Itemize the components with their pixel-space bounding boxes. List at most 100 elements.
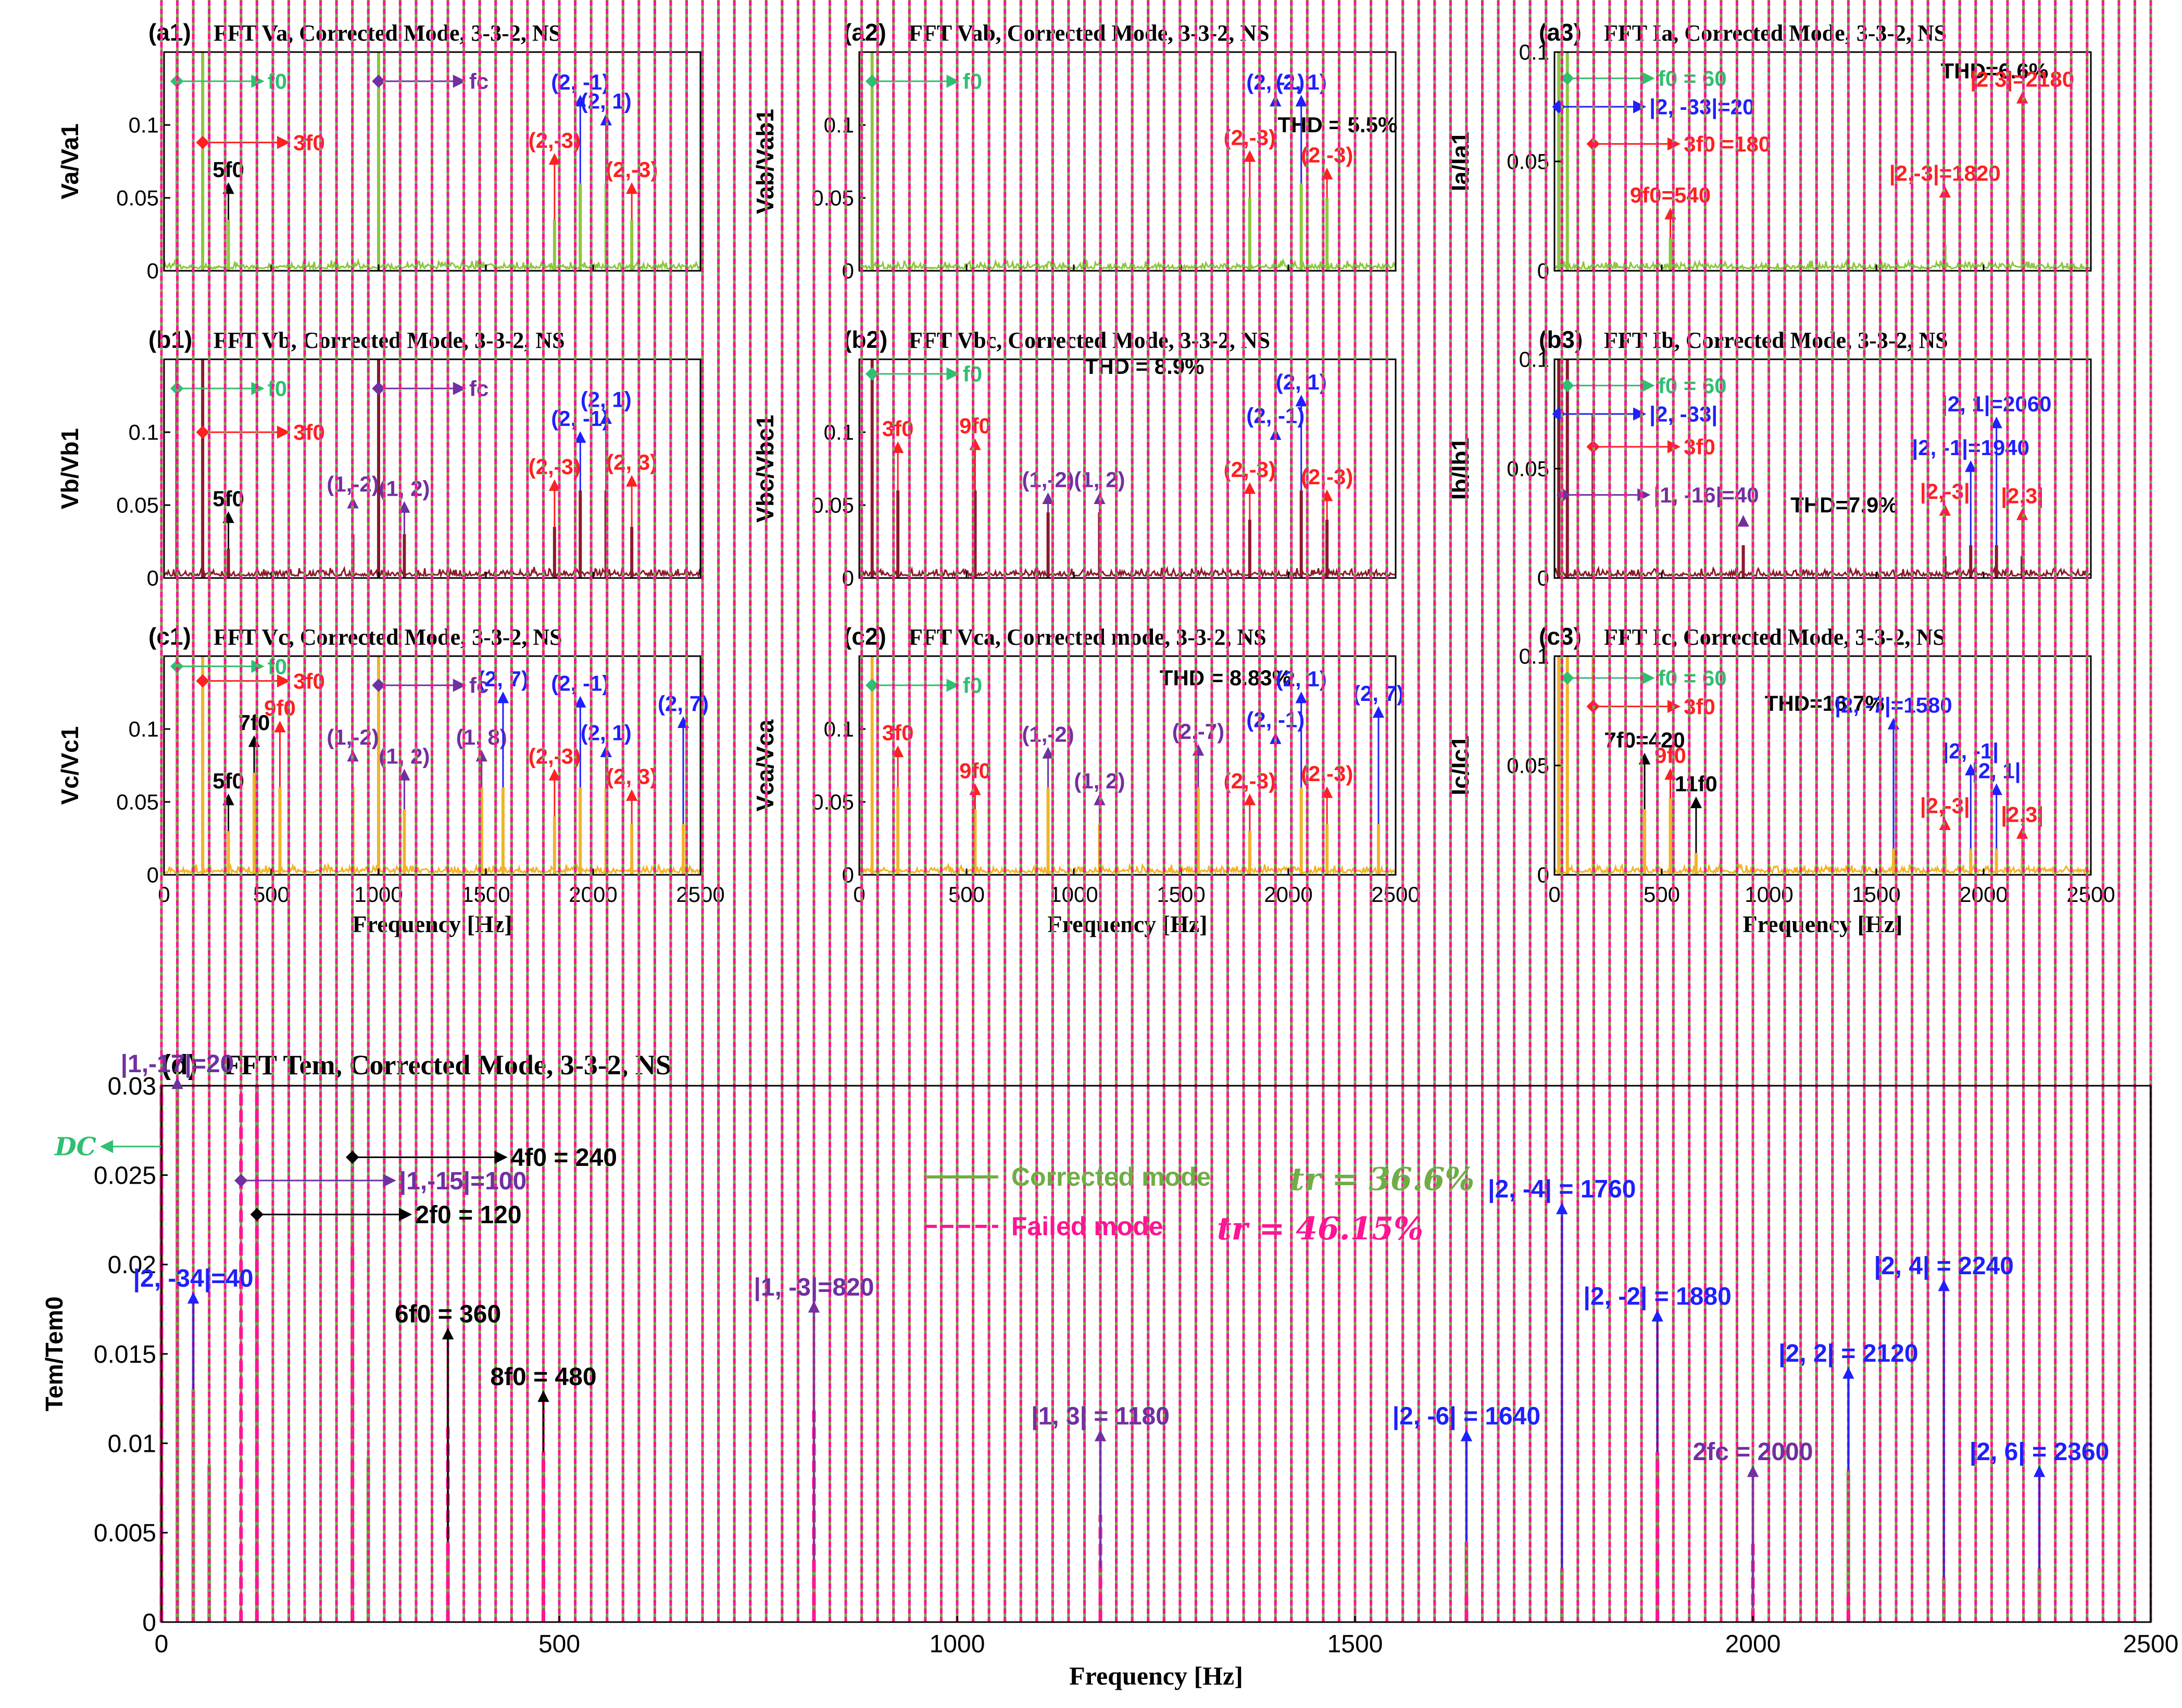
annotation-marker bbox=[372, 74, 385, 88]
panel-b2: (b2) FFT Vbc, Corrected Mode, 3-3-2, NS 0 0… bbox=[751, 326, 1397, 591]
y-tick-label: 0 bbox=[142, 1609, 156, 1637]
arrow-head bbox=[248, 735, 260, 747]
annotation: 9f0=540 bbox=[1630, 183, 1711, 238]
arrow-head bbox=[1244, 482, 1256, 494]
arrow-head bbox=[274, 721, 286, 733]
y-tick-label: 0.1 bbox=[824, 420, 854, 445]
annotation: (2,-3) bbox=[1301, 464, 1353, 520]
annotation: |1,-15|=100 bbox=[234, 1167, 526, 1195]
annotation-text: 4f0 = 240 bbox=[511, 1144, 617, 1172]
arrow-head bbox=[808, 1301, 820, 1313]
arrow-head bbox=[574, 431, 586, 443]
annotation: (2,-3) bbox=[1224, 769, 1276, 831]
y-tick-label: 0.1 bbox=[1519, 40, 1549, 65]
panel-d: (d) FFT Tem, Corrected Mode, 3-3-2, NS00.… bbox=[41, 0, 2178, 1690]
annotation-text: (2, -1) bbox=[551, 406, 609, 431]
legend-tr: tr = 36.6% bbox=[1290, 1161, 1475, 1198]
annotation: fc bbox=[372, 69, 488, 94]
y-tick-label: 0.1 bbox=[1519, 347, 1549, 372]
x-tick-label: 1000 bbox=[354, 882, 403, 907]
y-tick-label: 0 bbox=[842, 566, 854, 591]
annotation: |2, 1| bbox=[1972, 758, 2021, 849]
y-tick-label: 0.1 bbox=[824, 717, 854, 742]
y-axis-label: Tem/Tem0 bbox=[41, 1297, 68, 1412]
x-tick-label: 2500 bbox=[2066, 882, 2115, 907]
annotation: (2, 7) bbox=[478, 667, 529, 787]
x-tick-label: 1500 bbox=[1327, 1630, 1383, 1658]
y-tick-label: 0.05 bbox=[116, 493, 159, 518]
annotation-text: (2,-3) bbox=[1301, 761, 1353, 786]
annotation-text: f0 bbox=[268, 654, 287, 679]
y-tick-label: 0.1 bbox=[129, 717, 159, 742]
y-tick-label: 0 bbox=[1537, 863, 1549, 887]
annotation-text: |2, 2| = 2120 bbox=[1778, 1340, 1918, 1367]
annotation-text: 3f0 =180 bbox=[1684, 132, 1771, 156]
y-tick-label: 0 bbox=[147, 259, 159, 283]
annotation: |2, -34|=40 bbox=[133, 1265, 254, 1390]
annotation-text: 2f0 = 120 bbox=[415, 1201, 521, 1229]
arrow-head bbox=[946, 679, 960, 692]
panel-c1: (c1) FFT Vc, Corrected Mode, 3-3-2, NS 0 0.… bbox=[56, 623, 725, 937]
arrow-head bbox=[2033, 1465, 2046, 1477]
annotation: f0 = 60 bbox=[1560, 373, 1727, 398]
annotation-text: |2, -33| bbox=[1649, 402, 1717, 427]
x-tick-label: 0 bbox=[1548, 882, 1560, 907]
annotation: 7f0 bbox=[239, 710, 270, 773]
arrow-head bbox=[1633, 100, 1647, 114]
annotation-text: (2,-3) bbox=[1224, 457, 1276, 482]
legend-label: Corrected mode bbox=[1011, 1162, 1211, 1191]
y-tick-label: 0.05 bbox=[811, 790, 854, 814]
annotation-text: DC bbox=[54, 1133, 96, 1162]
annotation-text: (1,-2) bbox=[1022, 722, 1074, 746]
annotation-text: 8f0 = 480 bbox=[490, 1363, 596, 1391]
axes-box bbox=[858, 51, 1397, 272]
panel-a1: (a1) FFT Va, Corrected Mode, 3-3-2, NS 0 0.… bbox=[56, 19, 701, 283]
annotation: 9f0 bbox=[959, 413, 991, 491]
x-tick-label: 500 bbox=[948, 882, 985, 907]
annotation-text: (2,-3) bbox=[1301, 464, 1353, 489]
annotation-text: (2, 3) bbox=[606, 450, 657, 474]
annotation: (2, -1) bbox=[551, 70, 609, 183]
annotation-text: 6f0 = 360 bbox=[395, 1301, 501, 1328]
y-tick-label: 0.02 bbox=[108, 1251, 156, 1279]
annotation-text: f0 = 60 bbox=[1658, 666, 1727, 690]
x-tick-label: 2000 bbox=[569, 882, 617, 907]
annotation: (2,-3) bbox=[529, 454, 581, 527]
annotation-text: |1,-15|=100 bbox=[399, 1167, 526, 1195]
annotation-text: 9f0 bbox=[264, 696, 296, 720]
annotation-text: 9f0=540 bbox=[1630, 183, 1711, 207]
annotation-text: (2,-3) bbox=[529, 128, 581, 153]
annotation: f0 bbox=[865, 362, 982, 386]
y-tick-label: 0.01 bbox=[108, 1430, 156, 1458]
annotation-text: f0 bbox=[268, 376, 287, 401]
x-tick-label: 2500 bbox=[2123, 1630, 2179, 1658]
panel-a2: (a2) FFT Vab, Corrected Mode, 3-3-2, NS 0 0… bbox=[751, 19, 1397, 283]
arrow-head bbox=[1641, 379, 1655, 392]
annotation-text: |2, 1| bbox=[1972, 758, 2021, 783]
panel-label: (c2) bbox=[844, 623, 886, 650]
annotation-text: 5f0 bbox=[212, 486, 244, 511]
arrow-head bbox=[625, 475, 638, 487]
annotation: (1,-2) bbox=[1022, 468, 1074, 512]
arrow-head bbox=[1938, 1279, 1950, 1291]
annotation-marker bbox=[372, 382, 385, 395]
x-tick-label: 0 bbox=[158, 882, 170, 907]
annotation-text: (2,-3) bbox=[1224, 125, 1276, 149]
x-tick-label: 1000 bbox=[930, 1630, 985, 1658]
annotation: f0 bbox=[865, 69, 982, 94]
x-tick-label: 1500 bbox=[461, 882, 510, 907]
annotation-text: |2, -7|=1580 bbox=[1835, 693, 1952, 718]
annotation: f0 bbox=[865, 673, 982, 698]
annotation: |2, 4| = 2240 bbox=[1874, 1252, 2014, 1578]
series-fft bbox=[858, 359, 1396, 579]
annotation: (2, -1) bbox=[551, 671, 609, 787]
x-tick-label: 500 bbox=[253, 882, 290, 907]
arrow-head bbox=[1842, 1367, 1854, 1379]
annotation: |2, -1|=1940 bbox=[1912, 435, 2029, 545]
annotation-marker bbox=[250, 1208, 264, 1221]
annotation: DC bbox=[54, 1133, 161, 1162]
panel-title: FFT Vc, Corrected Mode, 3-3-2, NS bbox=[214, 624, 562, 650]
annotation: |2, 2| = 2120 bbox=[1778, 1340, 1918, 1471]
annotation: |2, -6| = 1640 bbox=[1393, 1402, 1540, 1542]
arrow-head bbox=[494, 1150, 508, 1164]
